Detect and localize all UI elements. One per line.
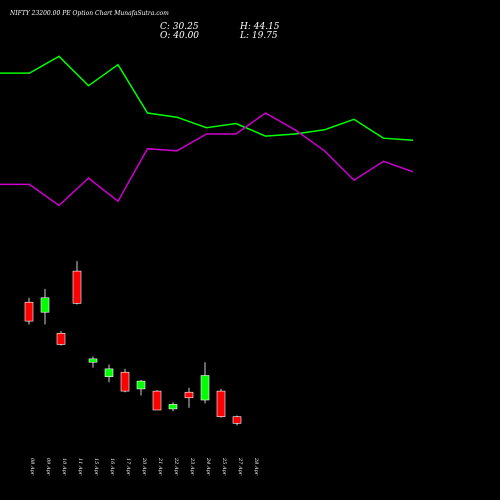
x-tick-label: 17 Apr [125,458,131,476]
x-tick-label: 21 Apr [157,457,163,476]
candle-16-apr [104,364,114,383]
x-tick-label: 15 Apr [93,458,99,476]
candle-20-apr [136,380,146,396]
candle-15-apr [88,356,98,368]
candle-11-apr [72,261,82,305]
candle-body [72,270,82,304]
candle-10-apr [56,331,66,346]
x-axis-labels: 08 Apr 09 Apr 10 Apr 11 Apr 15 Apr 16 Apr 17 A… [29,457,259,476]
candle-17-apr [120,368,130,393]
candle-layer [24,261,242,426]
candle-body [120,371,130,392]
x-tick-label: 22 Apr [173,457,179,476]
candle-body [104,368,114,377]
candle-09-apr [40,288,50,325]
close-readout: C: 30.25 [160,22,199,32]
candle-body [184,391,194,399]
candle-body [168,404,178,410]
low-readout: L: 19.75 [239,31,278,41]
candle-body [136,380,146,390]
x-tick-label: 11 Apr [77,458,83,476]
candle-body [216,390,226,417]
x-tick-label: 16 Apr [109,458,115,476]
candle-body [56,333,66,345]
x-tick-label: 25 Apr [221,457,227,476]
candle-body [88,358,98,363]
candle-body [232,416,242,424]
candle-body [40,297,50,313]
high-readout: H: 44.15 [239,22,280,32]
candle-body [24,301,34,322]
candle-22-apr [168,402,178,412]
x-tick-label: 09 Apr [45,458,51,476]
candle-body [200,375,210,401]
candle-body [152,390,162,411]
candle-24-apr [200,362,210,404]
series-layer [0,55,414,207]
candle-27-apr [232,415,242,426]
chart-title: NIFTY 23200.00 PE Option Chart MunafaSut… [9,10,169,17]
x-tick-label: 08 Apr [29,458,35,476]
candle-21-apr [152,390,162,411]
x-tick-label: 27 Apr [237,457,243,476]
x-tick-label: 20 Apr [141,457,147,476]
series-line-2 [0,112,414,207]
candle-08-apr [24,297,34,325]
series-line-1 [0,55,414,142]
candle-23-apr [184,387,194,408]
open-readout: O: 40.00 [160,31,199,41]
x-tick-label: 23 Apr [189,457,195,476]
x-tick-label: 10 Apr [61,458,67,476]
candle-25-apr [216,388,226,418]
x-tick-label: 28 Apr [253,457,259,476]
x-tick-label: 24 Apr [205,457,211,476]
